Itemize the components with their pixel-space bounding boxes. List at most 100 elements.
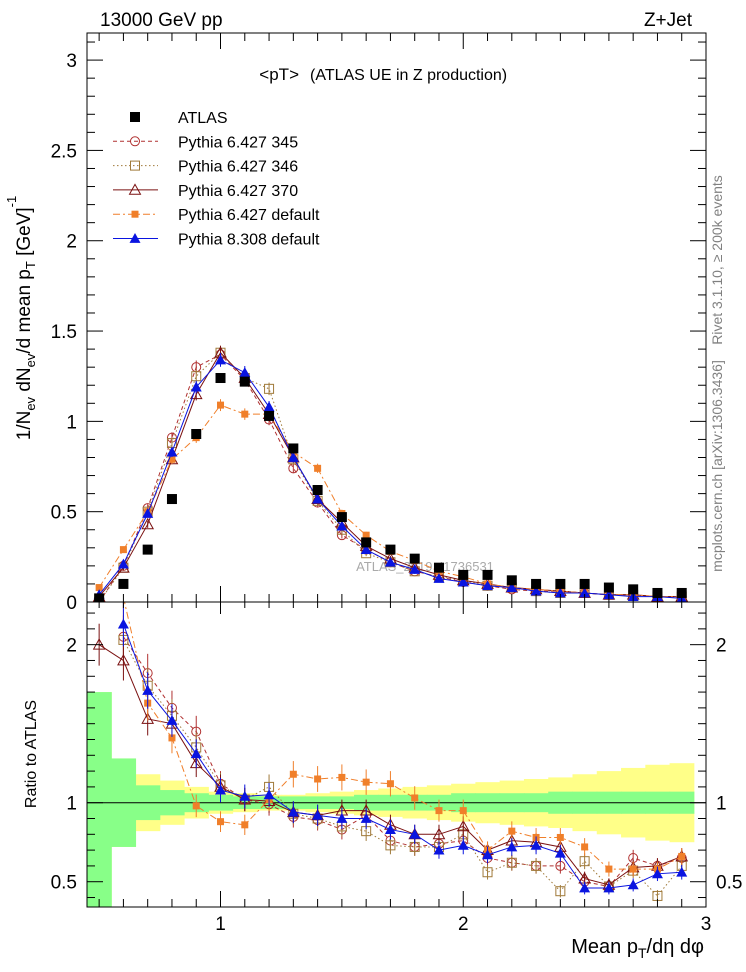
main-panel: 00.511.522.53 1/Nev dNev/d mean pT [GeV]…: [4, 32, 707, 614]
data-point: [336, 520, 348, 531]
data-point: [142, 507, 154, 518]
data-point: [555, 886, 566, 897]
data-point: [433, 573, 445, 583]
y-tick-label: 2: [66, 232, 77, 253]
data-point: [579, 578, 590, 589]
data-point: [336, 512, 347, 523]
series-pythia-8-308-default: [117, 602, 688, 895]
y-tick-label: 0.5: [51, 503, 77, 524]
data-point: [166, 494, 177, 505]
data-point: [287, 451, 299, 462]
data-point: [530, 585, 542, 596]
data-point: [130, 112, 140, 122]
data-point: [456, 819, 470, 832]
data-point: [95, 584, 103, 592]
data-point: [627, 879, 639, 890]
label-part: [GeV]: [14, 207, 35, 261]
legend-label: ATLAS: [178, 110, 228, 127]
data-point: [166, 446, 178, 457]
legend-item: Pythia 6.427 default: [113, 207, 320, 224]
y-tick-label: 1: [66, 412, 77, 433]
main-y-axis-label-text: 1/Nev dNev/d mean pT [GeV]-1: [4, 196, 38, 441]
data-point: [482, 569, 493, 580]
data-point: [459, 807, 467, 815]
data-point: [530, 839, 542, 850]
ratio-y-axis-label: Ratio to ATLAS: [23, 700, 40, 808]
data-point: [215, 784, 227, 795]
mcplots-label: mcplots.cern.ch [arXiv:1306.3436]: [709, 360, 725, 572]
ratio-ticks: 0.5 0.5 1 1 2 2 1 2 3: [51, 602, 742, 935]
y-tick-label-right: 2: [716, 636, 727, 657]
data-point: [312, 493, 324, 504]
x-axis-label-text: Mean pT/dη dφ: [571, 936, 704, 961]
data-point: [579, 856, 590, 867]
series-pythia-6-427-345: [118, 615, 687, 893]
data-point: [130, 136, 140, 147]
data-point: [360, 544, 372, 555]
data-point: [336, 813, 348, 823]
data-point: [141, 712, 155, 724]
data-point: [531, 860, 542, 871]
data-point: [457, 576, 469, 587]
data-point: [130, 160, 140, 171]
data-point: [141, 517, 155, 530]
data-point: [651, 868, 663, 879]
y-tick-label: 1: [66, 794, 77, 815]
data-point: [579, 882, 591, 893]
data-point: [554, 587, 566, 598]
data-point: [556, 833, 564, 841]
data-point: [603, 582, 614, 593]
data-point: [506, 857, 517, 868]
plot-title: <pT>: [259, 65, 299, 84]
data-point: [142, 684, 154, 695]
legend-item: Pythia 6.427 346: [113, 159, 298, 176]
data-point: [92, 638, 106, 650]
data-point: [385, 544, 396, 555]
data-point: [129, 233, 141, 243]
legend-label: Pythia 6.427 346: [178, 159, 298, 176]
main-y-axis-label: 1/Nev dNev/d mean pT [GeV]-1: [4, 196, 38, 441]
data-point: [457, 839, 469, 850]
data-point: [432, 827, 446, 840]
y-tick-label: 2: [66, 636, 77, 657]
series-pythia-8-308-default: [93, 353, 687, 602]
data-point: [191, 429, 202, 440]
data-point: [531, 578, 542, 589]
data-point: [168, 734, 176, 742]
legend-label: Pythia 6.427 345: [178, 134, 298, 151]
y-tick-label: 2.5: [51, 141, 77, 162]
data-point: [386, 780, 394, 788]
series-line: [122, 639, 683, 897]
data-point: [117, 653, 130, 666]
series-line: [122, 623, 682, 889]
data-point: [217, 401, 225, 409]
data-point: [239, 367, 251, 377]
data-point: [241, 410, 249, 418]
data-point: [190, 381, 202, 392]
data-point: [362, 531, 370, 539]
data-point: [605, 865, 613, 873]
y-tick-label: 0.5: [51, 873, 77, 894]
legend-item: ATLAS: [130, 110, 228, 127]
series-atlas: [94, 373, 687, 602]
legend-item: Pythia 8.308 default: [113, 232, 320, 249]
analysis-watermark: ATLAS_2019_I1736531: [356, 559, 494, 574]
series-pythia-6-427-346: [118, 618, 687, 902]
data-point: [506, 575, 517, 586]
data-point: [409, 563, 421, 574]
data-point: [168, 455, 176, 463]
data-point: [118, 578, 129, 589]
label-part: T: [23, 261, 38, 269]
series-line: [122, 636, 682, 888]
legend-item: Pythia 6.427 370: [113, 183, 298, 200]
y-tick-label-right: 1: [716, 794, 727, 815]
data-point: [119, 546, 127, 554]
ratio-bands: [87, 692, 706, 907]
plot-subtitle: (ATLAS UE in Z production): [310, 67, 507, 84]
x-tick-label: 3: [701, 914, 712, 935]
data-point: [676, 587, 687, 598]
data-point: [579, 587, 591, 598]
data-point: [628, 584, 639, 595]
data-point: [314, 775, 322, 783]
